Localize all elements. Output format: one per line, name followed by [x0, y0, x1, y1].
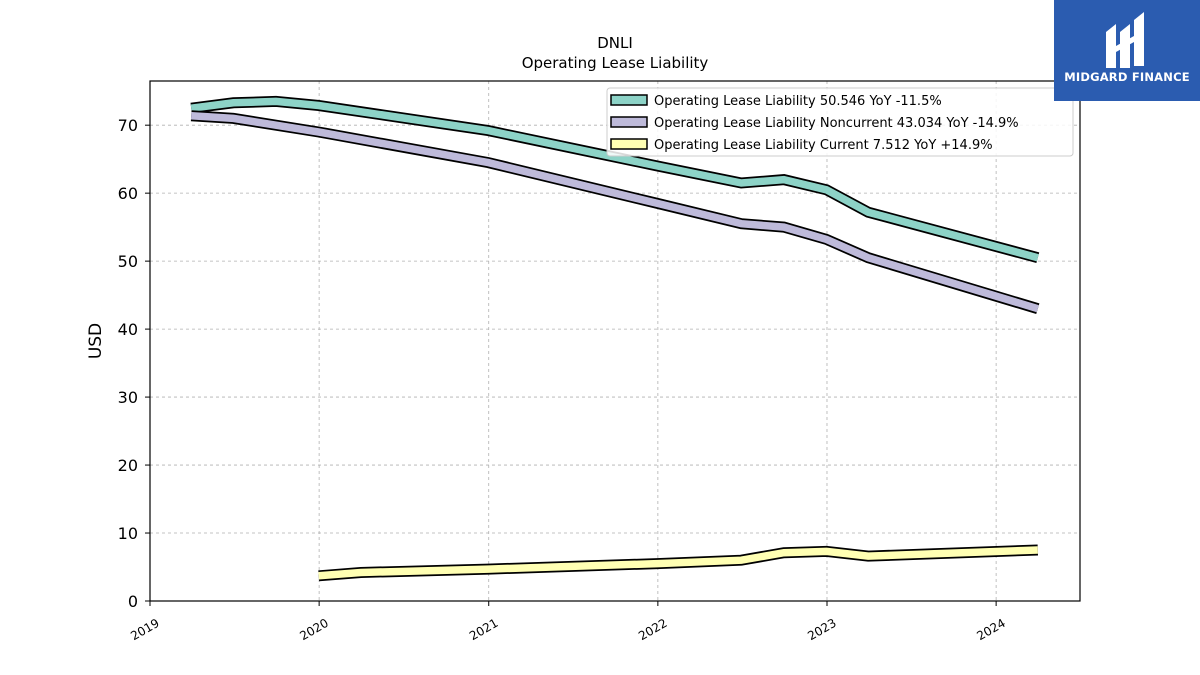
legend-label: Operating Lease Liability Noncurrent 43.…	[654, 116, 1019, 131]
legend-swatch	[610, 116, 648, 128]
series-line-2	[318, 546, 1038, 580]
y-tick-label: 40	[118, 320, 138, 339]
x-tick-label: 2020	[297, 616, 330, 643]
legend: Operating Lease Liability 50.546 YoY -11…	[606, 87, 1074, 157]
y-tick-label: 0	[128, 592, 138, 611]
x-tick-label: 2021	[467, 616, 500, 643]
x-tick-label: 2024	[974, 616, 1007, 643]
y-tick-label: 20	[118, 456, 138, 475]
y-tick-label: 50	[118, 252, 138, 271]
series-line-1	[190, 111, 1039, 313]
legend-swatch	[610, 94, 648, 106]
series-line-0	[190, 97, 1039, 262]
y-tick-label: 30	[118, 388, 138, 407]
legend-label: Operating Lease Liability 50.546 YoY -11…	[654, 94, 942, 109]
y-axis-label: USD	[86, 323, 106, 359]
x-tick-label: 2023	[805, 616, 838, 643]
x-tick-label: 2019	[128, 616, 161, 643]
legend-box	[606, 87, 1074, 157]
y-tick-label: 70	[118, 116, 138, 135]
y-tick-label: 10	[118, 524, 138, 543]
x-tick-label: 2022	[636, 616, 669, 643]
legend-label: Operating Lease Liability Current 7.512 …	[654, 138, 993, 153]
series-layer	[190, 95, 1040, 582]
chart-title: DNLI	[597, 34, 633, 52]
chart-subtitle: Operating Lease Liability	[522, 54, 709, 72]
legend-swatch	[610, 138, 648, 150]
logo-text: MIDGARD FINANCE	[1064, 70, 1190, 84]
midgard-finance-logo: MIDGARD FINANCE	[1054, 0, 1200, 101]
plot-frame	[149, 80, 1081, 602]
logo-mark-icon	[1106, 12, 1144, 68]
y-tick-label: 60	[118, 184, 138, 203]
